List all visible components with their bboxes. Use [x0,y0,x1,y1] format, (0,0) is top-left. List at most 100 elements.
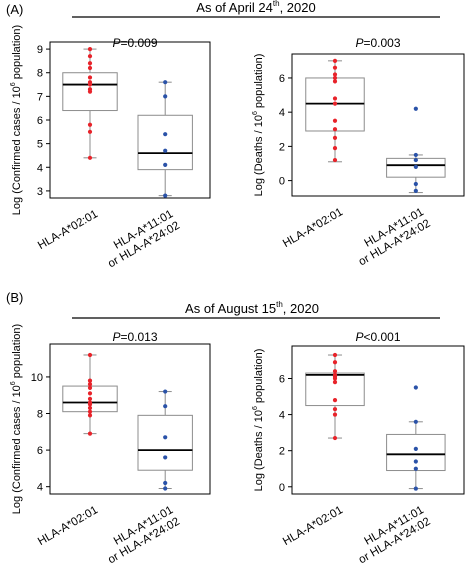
data-point [413,419,418,424]
y-tick-label: 5 [37,139,43,151]
y-axis-label-text: population) [11,324,23,382]
data-point [413,152,418,158]
p-value-symbol: P [355,36,363,50]
data-point [87,396,93,401]
data-point [87,409,93,414]
x-category-label: HLA-A*02:01 [281,504,345,548]
data-point [87,413,93,418]
y-tick-label: 8 [37,68,43,80]
p-value-symbol: P [112,330,120,344]
chart-1: P=0.003 0 2 4 6 Log (Deaths / 106 population)… [252,36,465,268]
data-point [163,162,168,168]
data-point [163,404,168,409]
data-point [87,61,93,66]
data-point [413,181,418,187]
x-category-label-line: HLA-A*02:01 [36,208,100,252]
data-point [87,65,93,71]
data-point [332,135,338,140]
data-point [87,82,93,87]
y-tick-label: 4 [37,482,43,494]
p-value-symbol: P [355,330,363,344]
p-value-symbol: P [112,36,120,50]
y-tick-label: 7 [37,91,43,103]
data-point [332,118,338,123]
x-category-label-line: HLA-A*02:01 [36,504,100,548]
y-axis-label-text: Log (Deaths / 10 [253,115,265,196]
data-point [332,96,338,101]
panel-b-label: (B) [6,290,23,305]
data-point [332,65,338,70]
y-axis-label-superscript: 6 [10,82,17,86]
data-point [332,407,338,412]
plot-frame [291,345,465,495]
y-axis-label: Log (Deaths / 106 population) [252,54,265,197]
data-point [332,369,338,374]
data-point [87,89,93,94]
y-tick-label: 0 [279,176,285,188]
data-point [332,127,338,132]
y-tick-label: 6 [279,373,285,385]
data-point [332,101,338,106]
p-value-label: P=0.013 [112,330,157,344]
data-point [163,80,168,85]
box-iqr [137,114,193,171]
data-point [163,94,168,99]
panel-b-title: As of August 15th, 2020 [185,300,319,316]
x-category-label: HLA-A*02:01 [281,206,345,250]
data-point [163,455,168,460]
y-axis-label-text: Log (Confirmed cases / 10 [11,86,23,215]
y-tick-label: 4 [37,162,43,174]
data-point [163,486,168,491]
y-tick-label: 8 [37,409,43,421]
y-tick-label: 6 [279,73,285,85]
data-point [413,157,418,163]
p-value-text: =0.013 [120,330,157,344]
data-point [332,145,338,151]
y-axis-label-superscript: 6 [252,406,259,410]
panel-a-title: As of April 24th, 2020 [196,0,315,15]
y-axis-label-text: population) [253,349,265,407]
panel-a-label: (A) [6,2,23,17]
y-axis-label: Log (Confirmed cases / 106 population) [10,324,23,514]
y-axis-label-text: Log (Deaths / 10 [253,410,265,491]
plot-frame [291,53,465,197]
data-point [87,352,93,358]
data-point [413,106,418,111]
data-point [413,486,418,491]
p-value-text: =0.003 [363,36,400,50]
data-point [332,58,338,63]
data-point [332,79,338,84]
data-point [332,75,338,81]
data-point [332,360,338,365]
data-point [87,122,93,127]
data-point [163,389,168,394]
y-tick-label: 4 [279,107,285,119]
data-point [413,459,418,464]
data-point [413,385,418,390]
data-point [87,385,93,391]
y-axis-label-text: Log (Confirmed cases / 10 [11,385,23,514]
data-point [413,466,418,471]
p-value-label: P=0.003 [355,36,400,50]
y-tick-label: 2 [279,141,285,153]
data-point [332,398,338,403]
y-tick-label: 6 [37,115,43,127]
y-tick-label: 10 [31,372,43,384]
y-tick-label: 9 [37,44,43,56]
x-category-label: HLA-A*02:01 [36,208,100,252]
data-point [413,164,418,170]
data-point [332,72,338,77]
x-category-label: HLA-A*02:01 [36,504,100,548]
data-point [87,391,93,396]
data-point [163,435,168,440]
data-point [413,446,418,451]
data-point [163,193,168,198]
p-value-text: <0.001 [363,330,400,344]
p-value-text: =0.009 [120,36,157,50]
data-point [332,412,338,417]
p-value-label: P<0.001 [355,330,400,344]
